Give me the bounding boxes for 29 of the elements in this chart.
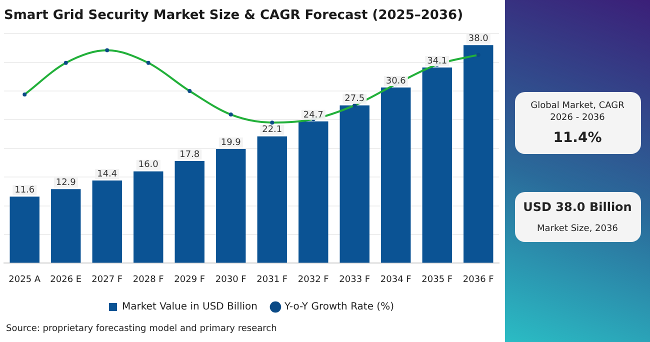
x-tick-label: 2028 F <box>132 274 164 285</box>
x-tick-label: 2030 F <box>215 274 246 285</box>
x-tick-label: 2032 F <box>298 274 329 285</box>
legend-label: Y-o-Y Growth Rate (%) <box>283 302 394 313</box>
source-note: Source: proprietary forecasting model and primary research <box>5 323 278 336</box>
data-label: 16.0 <box>138 160 159 170</box>
data-label: 34.1 <box>427 56 448 66</box>
data-label: 11.6 <box>14 185 35 196</box>
x-tick-label: 2029 F <box>174 274 206 285</box>
data-label: 27.5 <box>344 94 365 104</box>
data-label: 12.9 <box>56 178 76 188</box>
data-label: 30.6 <box>386 76 406 86</box>
x-tick-label: 2033 F <box>339 274 370 285</box>
chart-title: Smart Grid Security Market Size & CAGR Forecast (2025–2036) <box>4 8 464 24</box>
data-label: 24.7 <box>303 110 324 120</box>
data-label: 19.9 <box>220 138 242 148</box>
x-tick-label: 2031 F <box>256 274 288 285</box>
data-label: 22.1 <box>262 125 282 136</box>
data-label: 14.4 <box>97 169 118 180</box>
side-panel: Global Market, CAGR 2026 - 2036 11.4% USD 38.0 Billion Market Size, 2036 <box>505 0 650 342</box>
x-tick-label: 2036 F <box>462 274 494 285</box>
x-tick-label: 2026 E <box>50 274 82 285</box>
x-tick-label: 2027 F <box>92 274 123 285</box>
x-tick-label: 2035 F <box>422 274 453 285</box>
x-tick-label: 2025 A <box>8 274 42 285</box>
data-label: 17.8 <box>180 150 200 160</box>
x-tick-label: 2034 F <box>380 274 412 285</box>
legend-label: Market Value in USD Billion <box>122 302 258 313</box>
data-label: 38.0 <box>468 34 489 44</box>
